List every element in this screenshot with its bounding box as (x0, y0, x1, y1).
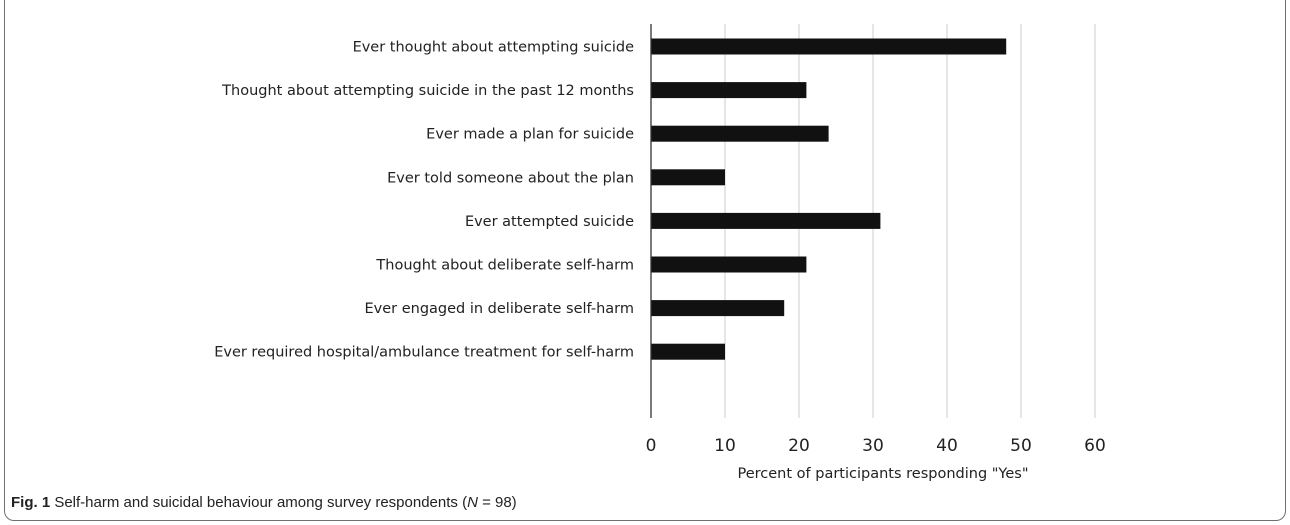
bar (651, 82, 807, 99)
category-label: Ever required hospital/ambulance treatme… (214, 345, 634, 361)
x-tick-label: 40 (936, 436, 958, 456)
bar (651, 256, 807, 273)
category-label: Ever thought about attempting suicide (353, 40, 635, 56)
caption-n-symbol: N (467, 494, 478, 511)
caption-text-after: = 98) (477, 494, 517, 511)
x-axis-title: Percent of participants responding "Yes" (737, 466, 1028, 482)
category-label: Thought about attempting suicide in the … (221, 83, 634, 99)
bar (651, 343, 725, 360)
x-tick-label: 60 (1084, 436, 1106, 456)
bar (651, 125, 829, 142)
x-tick-label: 10 (714, 436, 736, 456)
category-labels: Ever thought about attempting suicide Tho… (214, 40, 634, 361)
bar-chart: Ever thought about attempting suicide Tho… (214, 24, 1106, 482)
category-label: Thought about deliberate self-harm (375, 258, 634, 274)
x-tick-label: 0 (646, 436, 657, 456)
bar (651, 169, 725, 186)
category-label: Ever made a plan for suicide (426, 127, 634, 143)
category-label: Ever attempted suicide (465, 214, 634, 230)
x-tick-label: 20 (788, 436, 810, 456)
x-tick-label: 30 (862, 436, 884, 456)
bar (651, 300, 785, 317)
bar (651, 38, 1007, 55)
figure-caption: Fig. 1 Self-harm and suicidal behaviour … (11, 494, 517, 511)
category-label: Ever told someone about the plan (387, 170, 634, 186)
category-label: Ever engaged in deliberate self-harm (364, 301, 634, 317)
bar (651, 212, 881, 229)
caption-figure-number: Fig. 1 (11, 494, 51, 511)
bars (651, 38, 1007, 360)
x-tick-label: 50 (1010, 436, 1032, 456)
figure-frame (4, 0, 1286, 521)
caption-text-before: Self-harm and suicidal behaviour among s… (50, 494, 468, 511)
x-tick-labels: 0 10 20 30 40 50 60 (646, 436, 1106, 456)
